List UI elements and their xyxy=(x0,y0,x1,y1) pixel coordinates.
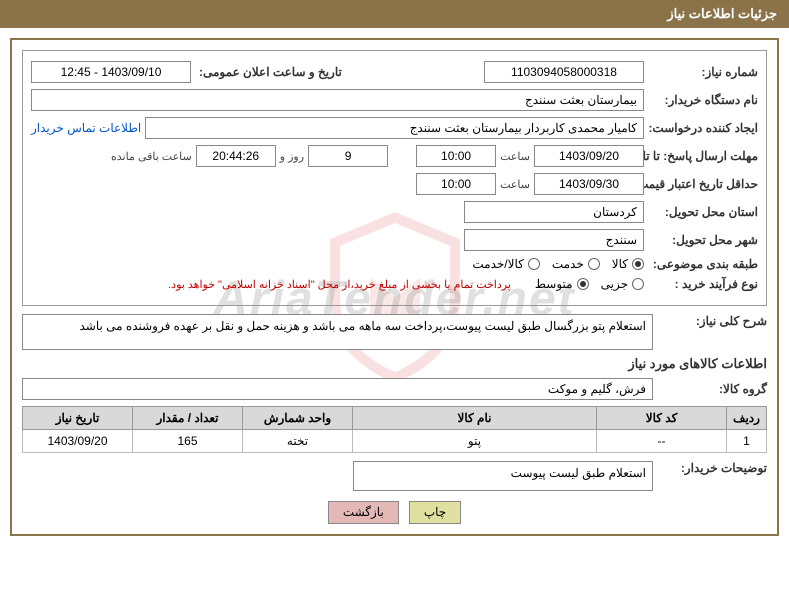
row-requester: ایجاد کننده درخواست: کامیار محمدی کاربرد… xyxy=(31,117,758,139)
table-col-3: واحد شمارش xyxy=(243,407,353,430)
row-response-deadline: مهلت ارسال پاسخ: تا تاریخ: 1403/09/20 سا… xyxy=(31,145,758,167)
buyer-notes-value: استعلام طبق لیست پیوست xyxy=(353,461,653,491)
row-delivery-province: استان محل تحویل: کردستان xyxy=(31,201,758,223)
category-radio-group: کالا خدمت کالا/خدمت xyxy=(472,257,644,271)
buyer-notes-label: توضیحات خریدار: xyxy=(657,461,767,475)
goods-info-title: اطلاعات کالاهای مورد نیاز xyxy=(22,356,767,372)
back-button[interactable]: بازگشت xyxy=(328,501,399,524)
buyer-org-value: بیمارستان بعثت سنندج xyxy=(31,89,644,111)
response-deadline-label: مهلت ارسال پاسخ: تا تاریخ: xyxy=(648,149,758,163)
radio-goods-service-circle xyxy=(528,258,540,270)
time-label-2: ساعت xyxy=(500,178,530,191)
radio-goods[interactable]: کالا xyxy=(612,257,644,271)
description-label: شرح کلی نیاز: xyxy=(657,314,767,328)
button-row: چاپ بازگشت xyxy=(22,501,767,524)
row-description: شرح کلی نیاز: استعلام پتو بزرگسال طبق لی… xyxy=(22,314,767,350)
print-button[interactable]: چاپ xyxy=(409,501,461,524)
radio-goods-label: کالا xyxy=(612,257,628,271)
delivery-province-value: کردستان xyxy=(464,201,644,223)
table-col-1: کد کالا xyxy=(597,407,727,430)
goods-group-label: گروه کالا: xyxy=(657,382,767,396)
page-title: جزئیات اطلاعات نیاز xyxy=(667,6,777,21)
contact-link[interactable]: اطلاعات تماس خریدار xyxy=(31,121,141,135)
radio-service-circle xyxy=(588,258,600,270)
table-cell: -- xyxy=(597,430,727,453)
table-cell: 1 xyxy=(727,430,767,453)
remaining-label: ساعت باقی مانده xyxy=(111,150,192,163)
radio-partial[interactable]: جزیی xyxy=(601,277,644,291)
radio-goods-service-label: کالا/خدمت xyxy=(472,257,523,271)
row-buyer-notes: توضیحات خریدار: استعلام طبق لیست پیوست xyxy=(22,461,767,491)
radio-medium-circle xyxy=(577,278,589,290)
announce-datetime-value: 1403/09/10 - 12:45 xyxy=(31,61,191,83)
row-buyer-org: نام دستگاه خریدار: بیمارستان بعثت سنندج xyxy=(31,89,758,111)
purchase-type-label: نوع فرآیند خرید : xyxy=(648,277,758,291)
table-col-5: تاریخ نیاز xyxy=(23,407,133,430)
page-header: جزئیات اطلاعات نیاز xyxy=(0,0,789,28)
need-number-label: شماره نیاز: xyxy=(648,65,758,79)
announce-datetime-label: تاریخ و ساعت اعلان عمومی: xyxy=(195,65,342,79)
radio-goods-circle xyxy=(632,258,644,270)
radio-medium[interactable]: متوسط xyxy=(535,277,589,291)
days-remaining-value: 9 xyxy=(308,145,388,167)
row-delivery-city: شهر محل تحویل: سنندج xyxy=(31,229,758,251)
table-cell: پتو xyxy=(353,430,597,453)
details-fieldset: شماره نیاز: 1103094058000318 تاریخ و ساع… xyxy=(22,50,767,306)
main-container: شماره نیاز: 1103094058000318 تاریخ و ساع… xyxy=(10,38,779,536)
row-goods-group: گروه کالا: فرش، گلیم و موکت xyxy=(22,378,767,400)
row-purchase-type: نوع فرآیند خرید : جزیی متوسط پرداخت تمام… xyxy=(31,277,758,291)
radio-service[interactable]: خدمت xyxy=(552,257,600,271)
time-remaining-value: 20:44:26 xyxy=(196,145,276,167)
radio-goods-service[interactable]: کالا/خدمت xyxy=(472,257,539,271)
table-col-0: ردیف xyxy=(727,407,767,430)
radio-service-label: خدمت xyxy=(552,257,584,271)
delivery-city-label: شهر محل تحویل: xyxy=(648,233,758,247)
validity-label: حداقل تاریخ اعتبار قیمت: تا تاریخ: xyxy=(648,177,758,191)
row-need-number: شماره نیاز: 1103094058000318 تاریخ و ساع… xyxy=(31,61,758,83)
table-cell: تخته xyxy=(243,430,353,453)
need-number-value: 1103094058000318 xyxy=(484,61,644,83)
radio-medium-label: متوسط xyxy=(535,277,573,291)
payment-note: پرداخت تمام یا بخشی از مبلغ خرید،از محل … xyxy=(168,278,511,291)
goods-table: ردیفکد کالانام کالاواحد شمارشتعداد / مقد… xyxy=(22,406,767,453)
requester-label: ایجاد کننده درخواست: xyxy=(648,121,758,135)
table-header-row: ردیفکد کالانام کالاواحد شمارشتعداد / مقد… xyxy=(23,407,767,430)
table-cell: 165 xyxy=(133,430,243,453)
table-row: 1--پتوتخته1651403/09/20 xyxy=(23,430,767,453)
table-col-4: تعداد / مقدار xyxy=(133,407,243,430)
days-label: روز و xyxy=(280,150,304,163)
table-cell: 1403/09/20 xyxy=(23,430,133,453)
requester-value: کامیار محمدی کاربردار بیمارستان بعثت سنن… xyxy=(145,117,644,139)
radio-partial-label: جزیی xyxy=(601,277,628,291)
purchase-type-radio-group: جزیی متوسط xyxy=(535,277,644,291)
radio-partial-circle xyxy=(632,278,644,290)
category-label: طبقه بندی موضوعی: xyxy=(648,257,758,271)
time-label-1: ساعت xyxy=(500,150,530,163)
response-time-value: 10:00 xyxy=(416,145,496,167)
description-value: استعلام پتو بزرگسال طبق لیست پیوست،پرداخ… xyxy=(22,314,653,350)
goods-group-value: فرش، گلیم و موکت xyxy=(22,378,653,400)
delivery-province-label: استان محل تحویل: xyxy=(648,205,758,219)
validity-time-value: 10:00 xyxy=(416,173,496,195)
buyer-org-label: نام دستگاه خریدار: xyxy=(648,93,758,107)
response-date-value: 1403/09/20 xyxy=(534,145,644,167)
delivery-city-value: سنندج xyxy=(464,229,644,251)
table-body: 1--پتوتخته1651403/09/20 xyxy=(23,430,767,453)
row-category: طبقه بندی موضوعی: کالا خدمت کالا/خدمت xyxy=(31,257,758,271)
row-validity: حداقل تاریخ اعتبار قیمت: تا تاریخ: 1403/… xyxy=(31,173,758,195)
validity-date-value: 1403/09/30 xyxy=(534,173,644,195)
table-col-2: نام کالا xyxy=(353,407,597,430)
